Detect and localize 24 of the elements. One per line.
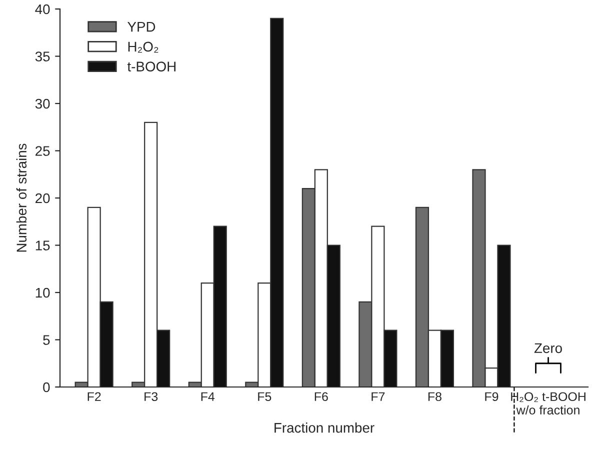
legend-label: H₂O₂ <box>128 42 158 53</box>
x-tick-label: F9 <box>485 392 498 402</box>
y-tick-label: 35 <box>35 52 50 62</box>
y-tick-label: 25 <box>36 146 50 156</box>
x-tick-label: F8 <box>428 392 442 402</box>
y-tick-label: 40 <box>35 4 50 14</box>
x-tick-label: F7 <box>372 392 385 401</box>
y-tick-label: 10 <box>36 288 50 298</box>
x-tick-label: F4 <box>201 392 215 401</box>
x-tick-label: H₂O₂ t-BOOH w/o fraction <box>511 392 586 415</box>
y-tick-label: 30 <box>35 98 50 109</box>
x-axis-title: Fraction number <box>274 422 374 433</box>
y-axis-title: Number of strains <box>16 144 27 252</box>
x-tick-label: F2 <box>88 392 101 401</box>
y-tick-label: 0 <box>43 382 50 392</box>
annotation: Zero <box>534 343 562 354</box>
y-tick-label: 20 <box>36 193 50 204</box>
y-tick-label: 5 <box>43 335 50 345</box>
x-tick-label: F5 <box>258 392 272 402</box>
x-tick-label: F3 <box>144 392 158 402</box>
legend-label: YPD <box>128 22 156 32</box>
legend-label: t-BOOH <box>127 62 176 72</box>
x-tick-label: F6 <box>314 392 328 402</box>
y-tick-label: 15 <box>36 240 50 250</box>
